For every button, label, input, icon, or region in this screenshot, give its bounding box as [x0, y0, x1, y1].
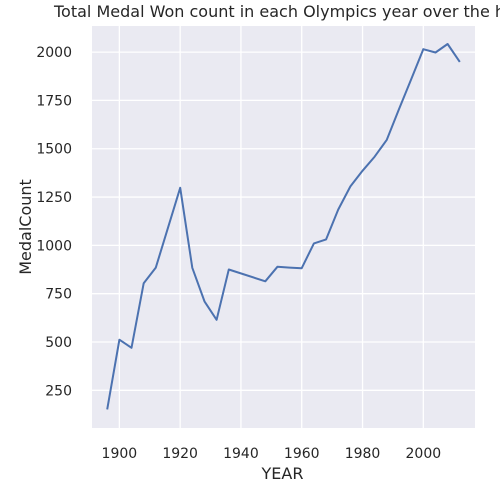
grid-lines	[92, 26, 475, 428]
y-tick-label: 500	[45, 335, 72, 351]
y-tick-label: 250	[45, 383, 72, 399]
x-tick-label: 1940	[223, 446, 259, 462]
x-axis-label: YEAR	[261, 464, 304, 483]
y-axis-label: MedalCount	[16, 179, 35, 275]
series-line	[106, 43, 461, 410]
y-tick-label: 1000	[36, 238, 72, 254]
x-tick-labels: 1900 1920 1940 1960 1980 2000	[102, 446, 442, 462]
y-tick-label: 2000	[36, 45, 72, 61]
y-tick-label: 1250	[36, 190, 72, 206]
y-tick-label: 750	[45, 287, 72, 303]
plot-area	[92, 26, 475, 428]
x-tick-label: 1960	[284, 446, 320, 462]
y-tick-labels: 250 500 750 1000 1250 1500 1750 2000	[36, 45, 72, 399]
chart-title: Total Medal Won count in each Olympics y…	[53, 2, 500, 21]
x-tick-label: 2000	[406, 446, 442, 462]
x-tick-label: 1980	[345, 446, 381, 462]
x-tick-label: 1900	[102, 446, 138, 462]
y-tick-label: 1750	[36, 93, 72, 109]
y-tick-label: 1500	[36, 142, 72, 158]
x-tick-label: 1920	[162, 446, 198, 462]
